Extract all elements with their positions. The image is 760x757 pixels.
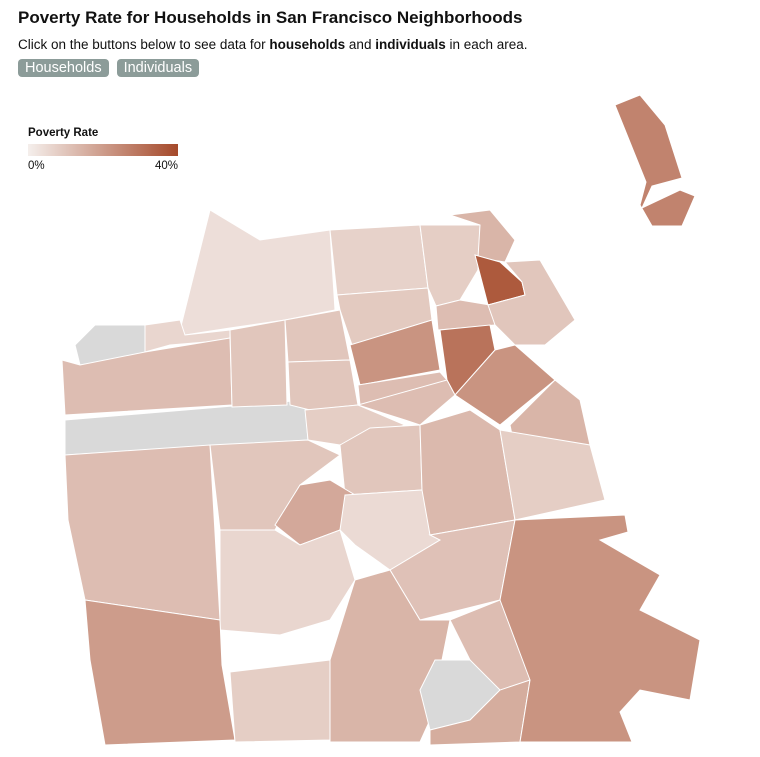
legend-ramp bbox=[28, 144, 178, 156]
subtitle: Click on the buttons below to see data f… bbox=[18, 37, 528, 52]
button[interactable]: Households bbox=[18, 59, 109, 77]
legend-title: Poverty Rate bbox=[28, 127, 98, 139]
subtitle-bold: individuals bbox=[375, 37, 446, 52]
neighborhood bbox=[84, 599, 236, 746]
neighborhood bbox=[614, 94, 696, 227]
legend-max: 40% bbox=[155, 160, 178, 172]
subtitle-text: in each area. bbox=[445, 37, 528, 52]
neighborhood bbox=[284, 309, 351, 363]
neighborhood bbox=[419, 409, 516, 536]
legend-min: 0% bbox=[28, 160, 45, 172]
subtitle-bold: households bbox=[269, 37, 346, 52]
title: Poverty Rate for Households in San Franc… bbox=[18, 8, 523, 27]
neighborhood bbox=[356, 379, 456, 426]
neighborhood bbox=[229, 659, 331, 743]
button[interactable]: Individuals bbox=[116, 59, 200, 77]
neighborhood bbox=[487, 259, 576, 346]
subtitle-text: Click on the buttons below to see data f… bbox=[18, 37, 270, 52]
neighborhood bbox=[499, 514, 701, 743]
neighborhood bbox=[219, 529, 356, 636]
regions bbox=[61, 94, 701, 746]
neighborhood bbox=[64, 444, 221, 621]
neighborhood bbox=[287, 359, 359, 411]
subtitle-text: and bbox=[345, 37, 376, 52]
neighborhood bbox=[179, 209, 336, 336]
neighborhood bbox=[499, 429, 606, 521]
neighborhood bbox=[454, 344, 556, 426]
button-bar: Households Individuals bbox=[18, 59, 200, 77]
neighborhood bbox=[329, 224, 429, 296]
neighborhood bbox=[349, 319, 441, 386]
neighborhood bbox=[229, 319, 288, 408]
